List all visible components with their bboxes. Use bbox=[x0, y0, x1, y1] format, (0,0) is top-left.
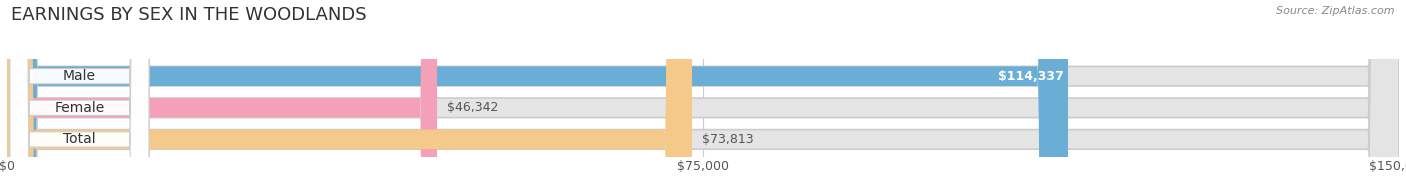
FancyBboxPatch shape bbox=[7, 0, 1399, 196]
FancyBboxPatch shape bbox=[7, 0, 692, 196]
Text: Source: ZipAtlas.com: Source: ZipAtlas.com bbox=[1277, 6, 1395, 16]
FancyBboxPatch shape bbox=[7, 0, 1399, 196]
Text: Female: Female bbox=[55, 101, 104, 115]
FancyBboxPatch shape bbox=[10, 0, 149, 196]
Text: EARNINGS BY SEX IN THE WOODLANDS: EARNINGS BY SEX IN THE WOODLANDS bbox=[11, 6, 367, 24]
Text: Total: Total bbox=[63, 132, 96, 146]
Text: $114,337: $114,337 bbox=[998, 70, 1064, 83]
FancyBboxPatch shape bbox=[10, 0, 149, 196]
Text: Male: Male bbox=[63, 69, 96, 83]
Text: $46,342: $46,342 bbox=[447, 101, 498, 114]
FancyBboxPatch shape bbox=[7, 0, 1399, 196]
FancyBboxPatch shape bbox=[7, 0, 1069, 196]
FancyBboxPatch shape bbox=[7, 0, 437, 196]
Text: $73,813: $73,813 bbox=[702, 133, 754, 146]
FancyBboxPatch shape bbox=[10, 0, 149, 196]
